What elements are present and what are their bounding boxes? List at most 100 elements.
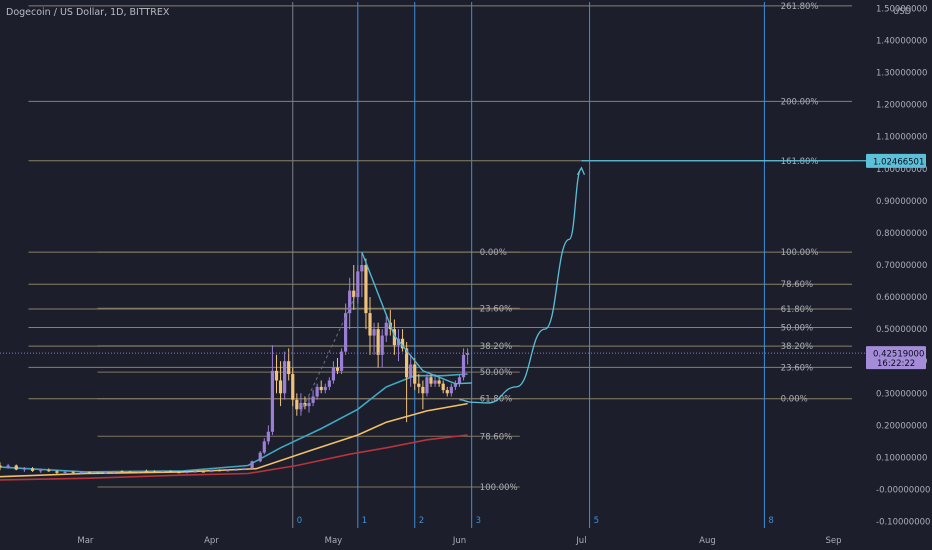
candle-body xyxy=(217,470,222,472)
candle-body xyxy=(291,374,295,400)
y-tick-label: 1.30000000 xyxy=(876,69,927,79)
fib-retracement-level-label: 78.60% xyxy=(480,432,512,442)
time-cycle-label: 1 xyxy=(362,516,367,526)
candle-body xyxy=(262,441,266,453)
candle-body xyxy=(136,470,140,472)
fib-extension-level-label: 23.60% xyxy=(781,363,813,373)
candle-body xyxy=(185,471,189,473)
candle-body xyxy=(0,465,2,468)
candle-body xyxy=(299,402,303,410)
projection[interactable] xyxy=(459,160,866,404)
candle-body xyxy=(250,461,254,469)
candle-body xyxy=(372,329,376,336)
candle-body xyxy=(348,290,352,314)
candle-body xyxy=(295,399,299,410)
candle-body xyxy=(55,471,59,473)
candle-body xyxy=(104,472,108,474)
candle-body xyxy=(258,452,262,462)
fib-extension-level-label: 61.80% xyxy=(781,305,813,315)
candle-body xyxy=(270,370,275,432)
candle-body xyxy=(437,380,441,384)
y-tick-label: 1.40000000 xyxy=(876,36,927,46)
trendlines[interactable] xyxy=(300,251,472,413)
candle-body xyxy=(63,471,67,473)
fib-extension-level-label: 261.80% xyxy=(781,2,819,12)
fib-retracement-level-label: 100.00% xyxy=(480,483,518,493)
y-tick-label: 0.30000000 xyxy=(876,389,927,399)
candle-body xyxy=(311,396,315,403)
candle-body xyxy=(287,361,291,375)
candle-body xyxy=(376,329,380,355)
candle-body xyxy=(307,402,311,407)
candle-body xyxy=(461,354,466,378)
candle-body xyxy=(384,322,388,336)
moving-averages xyxy=(0,373,468,481)
y-tick-label: 0.60000000 xyxy=(876,293,927,303)
candle-body xyxy=(409,364,413,378)
candle-body xyxy=(323,386,327,391)
x-tick-label: Aug xyxy=(699,536,716,546)
y-tick-label: 1.20000000 xyxy=(876,101,927,111)
candle-body xyxy=(30,468,35,471)
countdown-label: 16:22:22 xyxy=(877,359,915,369)
candle-body xyxy=(392,329,397,346)
candle-body xyxy=(319,386,323,391)
candle-body xyxy=(226,470,230,472)
candle-body xyxy=(283,361,287,394)
candle-body xyxy=(193,471,197,473)
candle-body xyxy=(278,380,283,394)
chart-title: Dogecoin / US Dollar, 1D, BITTREX xyxy=(6,7,170,18)
x-tick-label: Jun xyxy=(452,536,466,546)
candle-body xyxy=(22,468,26,470)
target-price-tag xyxy=(866,153,926,168)
x-tick-label: May xyxy=(325,536,343,546)
current-price-label: 0.42519000 xyxy=(873,350,924,360)
candle-body xyxy=(144,470,148,472)
candle-body xyxy=(425,377,429,394)
projection-curve[interactable] xyxy=(459,168,583,404)
candle-body xyxy=(71,471,75,473)
candle-body xyxy=(331,367,336,381)
fib-extension-level-label: 50.00% xyxy=(781,324,813,334)
candle-body xyxy=(465,353,470,355)
candle-body xyxy=(335,367,340,371)
time-cycle-label: 8 xyxy=(768,516,773,526)
down-trendline[interactable] xyxy=(361,251,472,385)
y-tick-label: 0.70000000 xyxy=(876,261,927,271)
candle-body xyxy=(79,472,83,474)
candle-body xyxy=(14,465,18,470)
candle-body xyxy=(421,386,425,394)
fib-retracement-level-label: 50.00% xyxy=(480,368,512,378)
y-tick-label: -0.10000000 xyxy=(876,518,930,528)
y-tick-label: 0.50000000 xyxy=(876,325,927,335)
fib-retracement[interactable]: 0.00% 23.60% 38.20% 50.00% 61.80% 78.60% 100.0… xyxy=(97,248,520,493)
candle-body xyxy=(364,265,368,314)
x-tick-label: Apr xyxy=(204,536,219,546)
candle-body xyxy=(400,338,405,349)
candle-body xyxy=(120,471,124,473)
y-tick-label: 0.20000000 xyxy=(876,421,927,431)
candle-body xyxy=(417,383,421,387)
candle-body xyxy=(413,364,417,384)
candle-body xyxy=(339,351,344,371)
candle-body xyxy=(169,470,173,473)
candle-body xyxy=(209,470,214,472)
candle-body xyxy=(344,313,348,352)
candle-body xyxy=(266,431,270,442)
candle-body xyxy=(429,377,433,384)
x-tick-label: Sep xyxy=(826,536,842,546)
currency-label: USD xyxy=(893,7,912,17)
candle-body xyxy=(368,313,372,336)
y-tick-label: 0.10000000 xyxy=(876,453,927,463)
y-tick-label: 0.90000000 xyxy=(876,197,927,207)
candle-body xyxy=(128,471,132,473)
time-cycle-label: 5 xyxy=(594,516,599,526)
dashed-trendline[interactable] xyxy=(300,290,359,413)
moving-average-line xyxy=(0,434,468,481)
target-price-label: 1.02466501 xyxy=(873,157,924,167)
candle-body xyxy=(87,472,92,474)
y-tick-label: 0.80000000 xyxy=(876,229,927,239)
fib-extension-level-label: 100.00% xyxy=(781,248,819,258)
